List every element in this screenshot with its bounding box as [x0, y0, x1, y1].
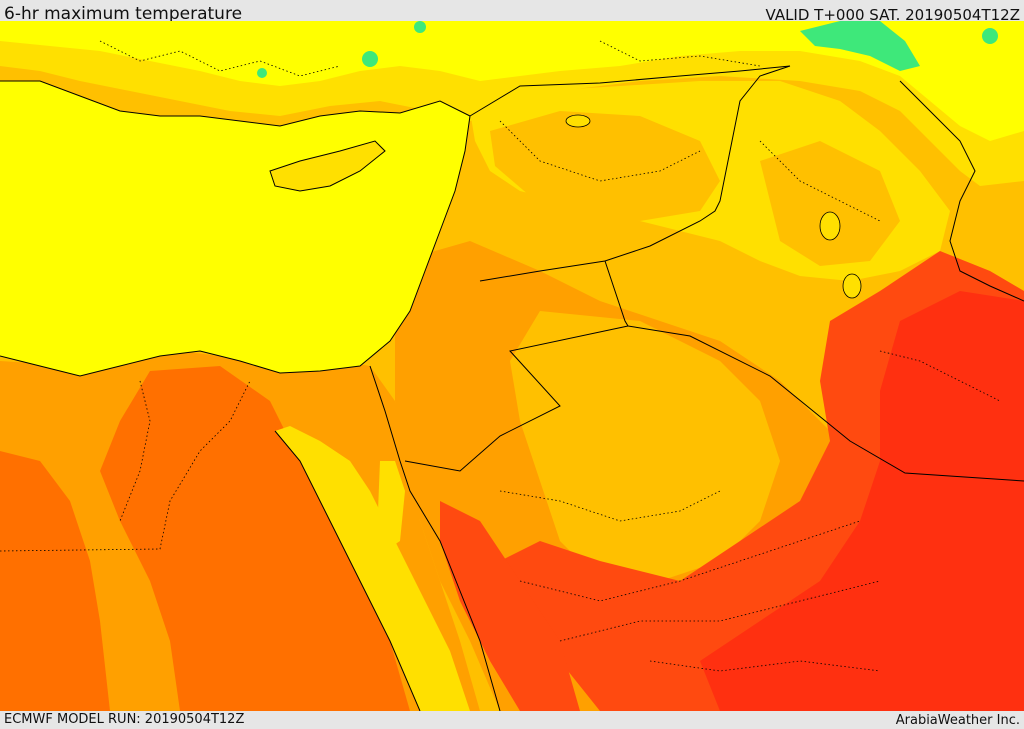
turkey-syria-border	[469, 65, 791, 117]
iran-iraq-border	[899, 80, 1024, 302]
red-sea	[275, 426, 470, 711]
jordan-saudi-border	[404, 325, 629, 472]
credit-label: ArabiaWeather Inc.	[895, 713, 1020, 728]
lake-assad	[565, 114, 591, 128]
lake-razazza	[842, 273, 862, 299]
gulf-of-aqaba	[378, 461, 405, 551]
footer-bar: ECMWF MODEL RUN: 20190504T12Z ArabiaWeat…	[0, 711, 1024, 729]
iraq-orange-patch	[760, 141, 900, 266]
egypt-dark-orange	[100, 366, 410, 711]
cool-patch-1	[362, 51, 378, 67]
saudi-iraq-border	[627, 325, 1024, 482]
temperature-map-canvas	[0, 21, 1024, 711]
map-title: 6-hr maximum temperature	[4, 4, 243, 24]
cool-patch-caucasus	[800, 21, 920, 71]
israel-egypt-border	[369, 365, 401, 462]
cool-patch-3	[982, 28, 998, 44]
med-coastline	[0, 115, 471, 377]
model-run-label: ECMWF MODEL RUN: 20190504T12Z	[4, 712, 245, 727]
temperature-map	[0, 21, 1024, 711]
header-bar: 6-hr maximum temperature VALID T+000 SAT…	[0, 0, 1024, 24]
cool-patch-2	[414, 21, 426, 33]
country-borders	[0, 65, 1024, 711]
saudi-coast-red	[440, 501, 580, 711]
egypt-west-dark	[0, 451, 110, 711]
turkey-south-coast	[0, 80, 471, 127]
cyprus	[270, 141, 385, 191]
syria-jordan-border	[479, 260, 606, 282]
syria-iraq-border	[604, 65, 791, 262]
syria-orange-patch	[490, 111, 720, 221]
red-sea-east-coast	[399, 460, 501, 711]
cool-patch-4	[257, 68, 267, 78]
cyprus-outline	[269, 140, 386, 192]
lake-tharthar	[819, 211, 841, 241]
east-red	[700, 291, 1024, 711]
province-borders	[0, 40, 1001, 672]
jordan-iraq-border	[604, 260, 629, 327]
jordan-yellow-patch	[510, 311, 780, 581]
turkey-yellow-band	[0, 21, 1024, 141]
valid-time-label: VALID T+000 SAT. 20190504T12Z	[765, 6, 1020, 24]
red-sea-west-coast	[274, 430, 421, 711]
